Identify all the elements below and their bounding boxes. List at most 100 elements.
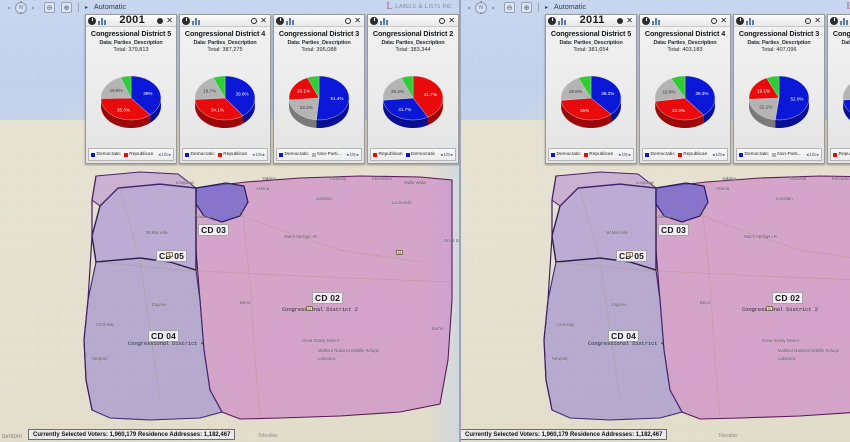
legend-next-icon[interactable]: ▸: [722, 151, 725, 157]
clock-icon[interactable]: [830, 16, 838, 25]
legend-next-icon[interactable]: ▸: [816, 151, 819, 157]
panel-titlebar[interactable]: 2001 ✕: [86, 15, 176, 27]
clock-icon[interactable]: [642, 16, 650, 25]
clock-icon[interactable]: [182, 16, 190, 25]
legend-item-1[interactable]: Republican: [583, 152, 613, 157]
chart-legend[interactable]: Republican Democratic ◂ 1/5 ▸: [830, 148, 850, 161]
close-icon[interactable]: ✕: [626, 15, 633, 25]
panel-titlebar[interactable]: 2011 ✕: [546, 15, 636, 27]
close-icon[interactable]: ✕: [166, 15, 173, 25]
bar-chart-icon[interactable]: [286, 17, 295, 25]
chart-legend[interactable]: Republican Democratic ◂ 1/5 ▸: [370, 148, 456, 161]
legend-prev-icon[interactable]: ◂: [440, 151, 443, 157]
chart-panel-left-1[interactable]: 2001 ✕ Congressional District 5 Data: Pa…: [85, 14, 177, 164]
panel-titlebar[interactable]: ✕: [180, 15, 270, 27]
close-icon[interactable]: ✕: [448, 15, 455, 25]
bar-chart-icon[interactable]: [746, 17, 755, 25]
legend-item-0[interactable]: Democratic: [91, 152, 121, 157]
pie-chart[interactable]: 39.8% 34.1% 19.7%: [180, 53, 270, 149]
pie-chart[interactable]: 39% 35.6% 19.8%: [86, 53, 176, 149]
zoom-out-icon[interactable]: ⊖: [44, 2, 55, 13]
legend-prev-icon[interactable]: ◂: [252, 151, 255, 157]
record-dot-icon[interactable]: [439, 17, 446, 24]
record-dot-icon[interactable]: [617, 17, 624, 24]
close-icon[interactable]: ✕: [354, 15, 361, 25]
legend-next-icon[interactable]: ▸: [168, 151, 171, 157]
record-dot-icon[interactable]: [157, 17, 164, 24]
legend-pager[interactable]: ◂ 1/5 ▸: [618, 152, 631, 158]
pie-chart[interactable]: 51.4% 22.2% 20.1%: [274, 53, 364, 149]
chart-legend[interactable]: Democratic Republican ◂ 1/5 ▸: [182, 148, 268, 161]
panel-titlebar[interactable]: ✕: [368, 15, 458, 27]
chart-panel-left-3[interactable]: ✕ Congressional District 3 Data: Parties…: [273, 14, 365, 164]
chart-legend[interactable]: Democratic Non-Parti... ◂ 1/5 ▸: [736, 148, 822, 161]
bar-chart-icon[interactable]: [840, 17, 849, 25]
pie-chart[interactable]: 39.3% 33.3% 19.8%: [640, 53, 730, 149]
zoom-in-icon[interactable]: ⊕: [521, 2, 532, 13]
legend-prev-icon[interactable]: ◂: [712, 151, 715, 157]
legend-item-1[interactable]: Republican: [217, 152, 247, 157]
pane-divider[interactable]: [459, 0, 461, 442]
legend-item-1[interactable]: Non-Parti...: [311, 152, 342, 157]
scale-arrow-icon[interactable]: ▸: [85, 5, 89, 11]
record-dot-icon[interactable]: [805, 17, 812, 24]
legend-item-0[interactable]: Democratic: [185, 152, 215, 157]
panel-titlebar[interactable]: ✕: [734, 15, 824, 27]
chart-panel-right-3[interactable]: ✕ Congressional District 3 Data: Parties…: [733, 14, 825, 164]
legend-prev-icon[interactable]: ◂: [346, 151, 349, 157]
clock-icon[interactable]: [88, 16, 96, 25]
pie-chart[interactable]: 41.8%31.7%20.3%: [828, 53, 850, 149]
panel-titlebar[interactable]: ✕: [828, 15, 850, 27]
legend-pager[interactable]: ◂ 1/5 ▸: [346, 152, 359, 158]
legend-item-0[interactable]: Republican: [833, 152, 850, 157]
bar-chart-icon[interactable]: [558, 17, 567, 25]
legend-pager[interactable]: ◂ 1/5 ▸: [712, 152, 725, 158]
record-dot-icon[interactable]: [711, 17, 718, 24]
record-dot-icon[interactable]: [251, 17, 258, 24]
panel-titlebar[interactable]: ✕: [274, 15, 364, 27]
close-icon[interactable]: ✕: [260, 15, 267, 25]
clock-icon[interactable]: [736, 16, 744, 25]
record-dot-icon[interactable]: [345, 17, 352, 24]
district-polygons[interactable]: [460, 0, 850, 442]
map-toolbar-right[interactable]: N ⊖ ⊕ ▸ Automatic: [460, 0, 850, 15]
legend-next-icon[interactable]: ▸: [628, 151, 631, 157]
scale-mode-label[interactable]: Automatic: [94, 4, 127, 11]
legend-item-1[interactable]: Republican: [123, 152, 153, 157]
chart-panel-right-2[interactable]: ✕ Congressional District 4 Data: Parties…: [639, 14, 731, 164]
scale-mode-label[interactable]: Automatic: [554, 4, 587, 11]
legend-item-1[interactable]: Republican: [677, 152, 707, 157]
legend-next-icon[interactable]: ▸: [262, 151, 265, 157]
close-icon[interactable]: ✕: [720, 15, 727, 25]
zoom-out-icon[interactable]: ⊖: [504, 2, 515, 13]
pie-chart[interactable]: 41.7% 31.7% 20.2%: [368, 53, 458, 149]
chart-panel-left-4[interactable]: ✕ Congressional District 2 Data: Parties…: [367, 14, 459, 164]
legend-item-1[interactable]: Democratic: [405, 152, 435, 157]
chart-panel-left-2[interactable]: ✕ Congressional District 4 Data: Parties…: [179, 14, 271, 164]
legend-prev-icon[interactable]: ◂: [806, 151, 809, 157]
panel-titlebar[interactable]: ✕: [640, 15, 730, 27]
legend-item-0[interactable]: Democratic: [645, 152, 675, 157]
legend-prev-icon[interactable]: ◂: [158, 151, 161, 157]
chart-legend[interactable]: Democratic Non-Parti... ◂ 1/5 ▸: [276, 148, 362, 161]
close-icon[interactable]: ✕: [814, 15, 821, 25]
pie-chart[interactable]: 38.3% 35% 19.8%: [546, 53, 636, 149]
clock-icon[interactable]: [370, 16, 378, 25]
legend-pager[interactable]: ◂ 1/5 ▸: [252, 152, 265, 158]
legend-item-0[interactable]: Democratic: [551, 152, 581, 157]
bar-chart-icon[interactable]: [192, 17, 201, 25]
chart-legend[interactable]: Democratic Republican ◂ 1/5 ▸: [548, 148, 634, 161]
bar-chart-icon[interactable]: [652, 17, 661, 25]
map-toolbar-left[interactable]: N ⊖ ⊕ ▸ Automatic: [0, 0, 460, 15]
clock-icon[interactable]: [548, 16, 556, 25]
chart-legend[interactable]: Democratic Republican ◂ 1/5 ▸: [642, 148, 728, 161]
legend-item-1[interactable]: Non-Parti...: [771, 152, 802, 157]
bar-chart-icon[interactable]: [380, 17, 389, 25]
chart-panel-right-1[interactable]: 2011 ✕ Congressional District 5 Data: Pa…: [545, 14, 637, 164]
legend-next-icon[interactable]: ▸: [356, 151, 359, 157]
legend-item-0[interactable]: Democratic: [279, 152, 309, 157]
bar-chart-icon[interactable]: [98, 17, 107, 25]
legend-pager[interactable]: ◂ 1/5 ▸: [158, 152, 171, 158]
legend-pager[interactable]: ◂ 1/5 ▸: [806, 152, 819, 158]
chart-panel-right-4[interactable]: ✕ Congressional District 2 Data: Parties…: [827, 14, 850, 164]
